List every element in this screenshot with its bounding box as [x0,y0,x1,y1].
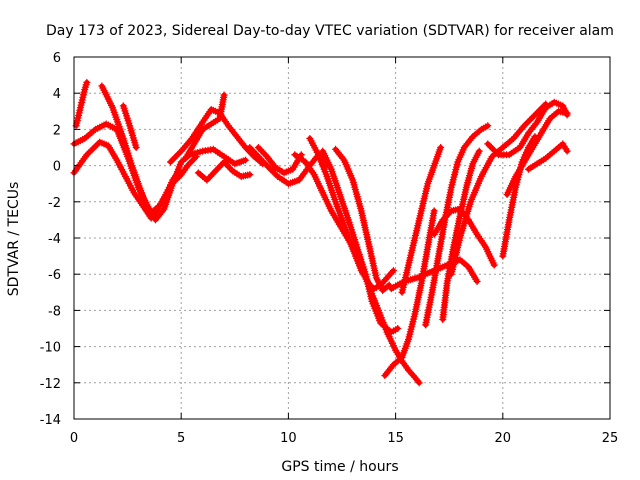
series-markers [194,158,254,184]
y-tick-label: -10 [40,341,61,356]
y-tick-label: -2 [48,196,61,211]
series-sat-y [525,140,571,173]
series-markers [306,134,397,293]
series-sat-x [503,107,571,199]
grid-layer [74,57,610,419]
y-tick-label: -14 [40,413,61,428]
series-markers [166,105,267,168]
series-sat-t [430,205,498,269]
series-markers [381,207,438,380]
series-sat-d [98,82,183,217]
series-sat-a [72,78,91,130]
series-markers [503,107,571,199]
series-sat-p [381,207,438,380]
series-markers [422,122,492,329]
y-tick-label: -6 [48,268,61,283]
series-sat-f [166,105,267,168]
chart-title: Day 173 of 2023, Sidereal Day-to-day VTE… [46,23,614,39]
series-sat-v [484,98,571,159]
series-layer [70,78,571,387]
x-tick-label: 15 [387,431,404,446]
x-tick-label: 0 [70,431,78,446]
series-sat-e [119,102,140,151]
y-tick-label: -12 [40,377,61,392]
series-sat-h [194,158,254,184]
series-markers [398,144,445,296]
series-sat-l [306,134,397,293]
x-tick-label: 20 [495,431,512,446]
series-sat-m [319,147,402,336]
x-tick-label: 25 [602,431,619,446]
series-markers [119,102,140,151]
series-sat-n [332,145,393,294]
series-markers [430,205,498,269]
series-markers [525,140,571,173]
y-tick-label: 2 [53,123,61,138]
y-tick-label: 0 [53,160,61,175]
y-axis-title: SDTVAR / TECUs [6,182,22,297]
series-sat-g [181,91,228,162]
axis-layer: 0 5 10 15 20 25 -14 -12 -10 -8 -6 -4 -2 0 2 4 6 [40,51,619,446]
y-tick-label: 6 [53,51,61,66]
y-tick-label: -8 [48,304,61,319]
series-markers [319,147,402,336]
series-sat-s [439,147,483,323]
series-markers [72,78,91,130]
series-sat-i [246,144,331,188]
series-sat-r [422,122,492,329]
series-sat-q [398,144,445,296]
x-tick-label: 10 [280,431,297,446]
series-markers [181,91,228,162]
x-tick-label: 5 [177,431,185,446]
y-tick-label: -4 [48,232,61,247]
series-markers [98,82,183,217]
series-markers [332,145,393,294]
series-markers [439,147,483,323]
y-tick-label: 4 [53,87,61,102]
series-markers [484,98,571,159]
x-axis-title: GPS time / hours [281,459,398,475]
series-markers [447,100,550,278]
